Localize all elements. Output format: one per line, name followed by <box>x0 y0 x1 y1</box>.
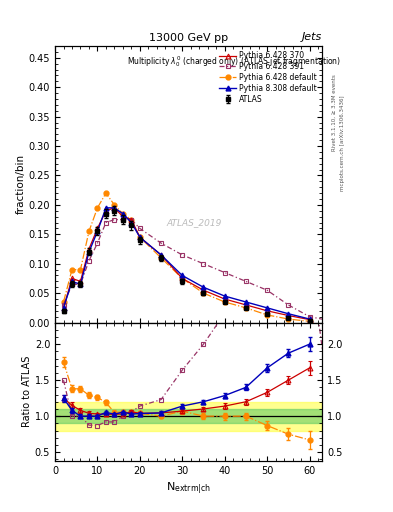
Pythia 6.428 default <box>70 267 74 273</box>
Text: ATLAS_2019: ATLAS_2019 <box>166 219 222 227</box>
Title: 13000 GeV pp: 13000 GeV pp <box>149 33 228 42</box>
Pythia 8.308 default <box>86 249 91 255</box>
Pythia 6.428 391 <box>70 281 74 287</box>
Pythia 6.428 default <box>121 210 125 217</box>
Pythia 6.428 default <box>286 316 291 322</box>
Pythia 6.428 370 <box>104 208 108 214</box>
Pythia 6.428 default <box>104 190 108 196</box>
Pythia 6.428 370 <box>159 252 163 258</box>
Text: Multiplicity $\lambda_0^0$ (charged only) (ATLAS jet fragmentation): Multiplicity $\lambda_0^0$ (charged only… <box>127 54 341 69</box>
Pythia 6.428 370 <box>86 246 91 252</box>
Pythia 6.428 370 <box>286 312 291 318</box>
Pythia 6.428 391 <box>286 302 291 308</box>
Line: Pythia 6.428 391: Pythia 6.428 391 <box>61 217 333 323</box>
Pythia 8.308 default <box>222 293 227 299</box>
Pythia 8.308 default <box>104 205 108 211</box>
Pythia 6.428 370 <box>61 305 66 311</box>
Pythia 8.308 default <box>121 210 125 217</box>
Pythia 6.428 370 <box>70 275 74 282</box>
Pythia 6.428 370 <box>78 279 83 285</box>
Pythia 6.428 370 <box>307 316 312 323</box>
Pythia 6.428 391 <box>121 217 125 223</box>
Pythia 6.428 391 <box>201 261 206 267</box>
Pythia 8.308 default <box>95 228 100 234</box>
Pythia 6.428 default <box>61 299 66 305</box>
Pythia 6.428 391 <box>112 217 117 223</box>
Pythia 6.428 370 <box>265 308 270 314</box>
Pythia 8.308 default <box>78 281 83 287</box>
Pythia 6.428 default <box>95 205 100 211</box>
Text: Rivet 3.1.10, ≥ 3.3M events: Rivet 3.1.10, ≥ 3.3M events <box>332 74 337 151</box>
Pythia 6.428 default <box>244 305 248 311</box>
Text: mcplots.cern.ch [arXiv:1306.3436]: mcplots.cern.ch [arXiv:1306.3436] <box>340 96 345 191</box>
Pythia 6.428 391 <box>138 225 142 231</box>
Pythia 6.428 default <box>78 267 83 273</box>
Pythia 6.428 391 <box>78 281 83 287</box>
Line: Pythia 6.428 default: Pythia 6.428 default <box>61 190 312 324</box>
Pythia 6.428 default <box>265 312 270 318</box>
Pythia 6.428 391 <box>86 258 91 264</box>
Pythia 6.428 default <box>138 234 142 240</box>
Pythia 6.428 391 <box>222 269 227 275</box>
Pythia 6.428 391 <box>265 287 270 293</box>
Pythia 8.308 default <box>286 311 291 317</box>
Pythia 8.308 default <box>70 279 74 285</box>
Pythia 6.428 370 <box>138 234 142 240</box>
Pythia 6.428 370 <box>121 214 125 220</box>
Pythia 6.428 391 <box>180 252 185 258</box>
Line: Pythia 8.308 default: Pythia 8.308 default <box>61 205 312 322</box>
Pythia 8.308 default <box>112 205 117 211</box>
Pythia 6.428 391 <box>104 220 108 226</box>
Line: Pythia 6.428 370: Pythia 6.428 370 <box>61 205 312 322</box>
Pythia 6.428 391 <box>307 314 312 320</box>
X-axis label: N$_{\mathrm{extrm|ch}}$: N$_{\mathrm{extrm|ch}}$ <box>166 480 211 496</box>
Pythia 6.428 default <box>201 290 206 296</box>
Pythia 6.428 default <box>86 228 91 234</box>
Pythia 8.308 default <box>180 272 185 279</box>
Pythia 6.428 391 <box>129 217 134 223</box>
Pythia 6.428 370 <box>201 287 206 293</box>
Pythia 6.428 370 <box>180 275 185 282</box>
Pythia 6.428 391 <box>61 302 66 308</box>
Pythia 6.428 default <box>112 202 117 208</box>
Pythia 8.308 default <box>244 299 248 305</box>
Pythia 6.428 370 <box>112 205 117 211</box>
Pythia 6.428 default <box>159 255 163 261</box>
Pythia 8.308 default <box>159 252 163 258</box>
Pythia 8.308 default <box>307 316 312 322</box>
Pythia 6.428 default <box>307 318 312 325</box>
Pythia 6.428 default <box>129 217 134 223</box>
Pythia 6.428 default <box>180 275 185 282</box>
Pythia 6.428 370 <box>244 302 248 308</box>
Pythia 6.428 391 <box>244 279 248 285</box>
Pythia 6.428 370 <box>95 225 100 231</box>
Pythia 6.428 370 <box>129 217 134 223</box>
Y-axis label: fraction/bin: fraction/bin <box>16 154 26 215</box>
Legend: Pythia 6.428 370, Pythia 6.428 391, Pythia 6.428 default, Pythia 8.308 default, : Pythia 6.428 370, Pythia 6.428 391, Pyth… <box>218 50 318 105</box>
Y-axis label: Ratio to ATLAS: Ratio to ATLAS <box>22 356 32 428</box>
Pythia 8.308 default <box>61 305 66 311</box>
Pythia 8.308 default <box>201 284 206 290</box>
Pythia 6.428 391 <box>95 240 100 246</box>
Pythia 6.428 default <box>222 299 227 305</box>
Pythia 8.308 default <box>265 305 270 311</box>
Pythia 6.428 370 <box>222 296 227 302</box>
Pythia 6.428 391 <box>329 318 333 324</box>
Pythia 6.428 391 <box>159 240 163 246</box>
Text: Jets: Jets <box>302 32 322 42</box>
Pythia 8.308 default <box>129 220 134 226</box>
Pythia 8.308 default <box>138 234 142 240</box>
